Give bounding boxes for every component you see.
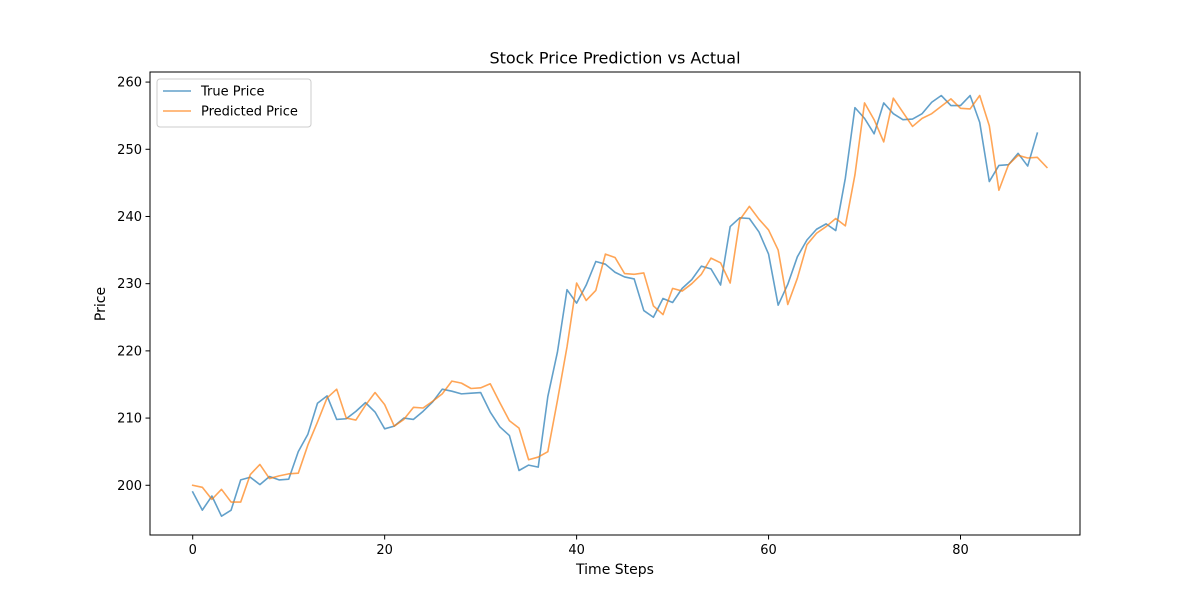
legend-label-true-price: True Price — [200, 85, 264, 100]
y-tick-label: 220 — [117, 344, 142, 359]
x-tick-label: 60 — [760, 543, 777, 558]
series-line-predicted-price — [191, 94, 1049, 503]
x-tick-label: 20 — [376, 543, 393, 558]
plot-frame — [149, 71, 1081, 536]
y-axis-label: Price — [93, 287, 109, 321]
y-tick-label: 210 — [117, 412, 142, 427]
x-tick-label: 40 — [568, 543, 585, 558]
legend-label-predicted-price: Predicted Price — [201, 105, 298, 120]
series-layer — [191, 94, 1049, 517]
legend: True Price Predicted Price — [156, 78, 312, 128]
y-axis-ticks: 200 210 220 230 240 250 260 — [117, 76, 150, 494]
x-axis-label: Time Steps — [575, 562, 654, 578]
chart-title: Stock Price Prediction vs Actual — [489, 49, 740, 68]
x-tick-label: 0 — [189, 543, 197, 558]
x-tick-label: 80 — [952, 543, 969, 558]
y-tick-label: 250 — [117, 143, 142, 158]
series-line-true-price — [191, 94, 1039, 517]
y-tick-label: 260 — [117, 76, 142, 91]
x-axis-ticks: 0 20 40 60 80 — [189, 535, 969, 558]
y-tick-label: 240 — [117, 210, 142, 225]
y-tick-label: 200 — [117, 479, 142, 494]
y-tick-label: 230 — [117, 277, 142, 292]
legend-box — [156, 78, 312, 128]
